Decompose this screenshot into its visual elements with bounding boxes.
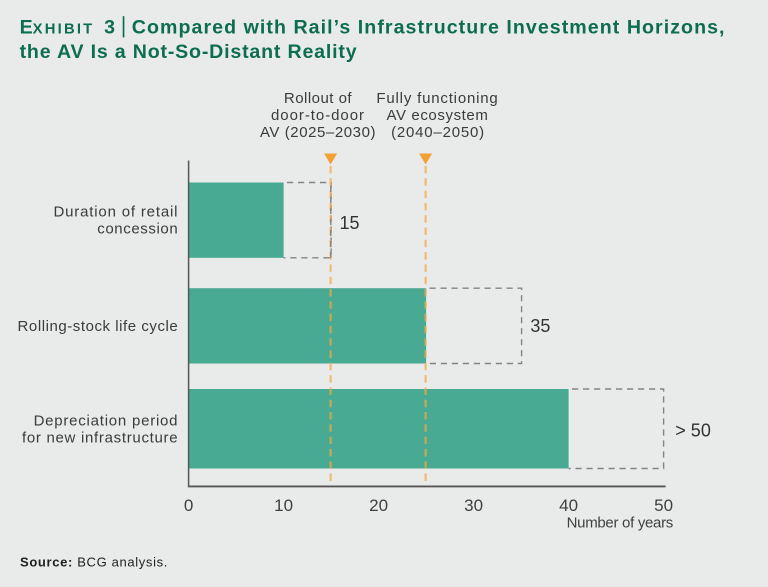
svg-text:Depreciation period: Depreciation period	[34, 413, 179, 430]
svg-text:15: 15	[340, 213, 360, 233]
svg-text:10: 10	[274, 496, 293, 515]
svg-text:0: 0	[184, 496, 193, 515]
svg-text:Rollout of: Rollout of	[284, 90, 353, 107]
svg-text:door-to-door: door-to-door	[271, 107, 365, 124]
svg-text:concession: concession	[97, 221, 178, 238]
svg-text:Duration of retail: Duration of retail	[53, 204, 178, 221]
svg-text:for new infrastructure: for new infrastructure	[22, 430, 178, 447]
svg-text:Rolling-stock life cycle: Rolling-stock life cycle	[18, 318, 179, 335]
svg-text:50: 50	[654, 496, 673, 515]
svg-text:30: 30	[464, 496, 483, 515]
svg-text:AV ecosystem: AV ecosystem	[387, 107, 489, 124]
svg-text:AV (2025–2030): AV (2025–2030)	[260, 124, 376, 141]
svg-text:the AV Is a Not-So-Distant Rea: the AV Is a Not-So-Distant Reality	[20, 41, 358, 63]
svg-text:35: 35	[530, 316, 550, 336]
svg-text:Fully functioning: Fully functioning	[376, 90, 498, 107]
svg-text:Compared with Rail’s Infrastru: Compared with Rail’s Infrastructure Inve…	[132, 17, 726, 39]
svg-text:Number of years: Number of years	[567, 515, 673, 532]
svg-text:(2040–2050): (2040–2050)	[391, 124, 485, 141]
svg-text:20: 20	[369, 496, 388, 515]
svg-text:Source: BCG analysis.: Source: BCG analysis.	[20, 555, 168, 570]
svg-text:> 50: > 50	[675, 420, 711, 440]
svg-text:EXHIBIT: EXHIBIT	[20, 17, 95, 39]
svg-text:3: 3	[104, 17, 115, 39]
svg-text:40: 40	[559, 496, 578, 515]
